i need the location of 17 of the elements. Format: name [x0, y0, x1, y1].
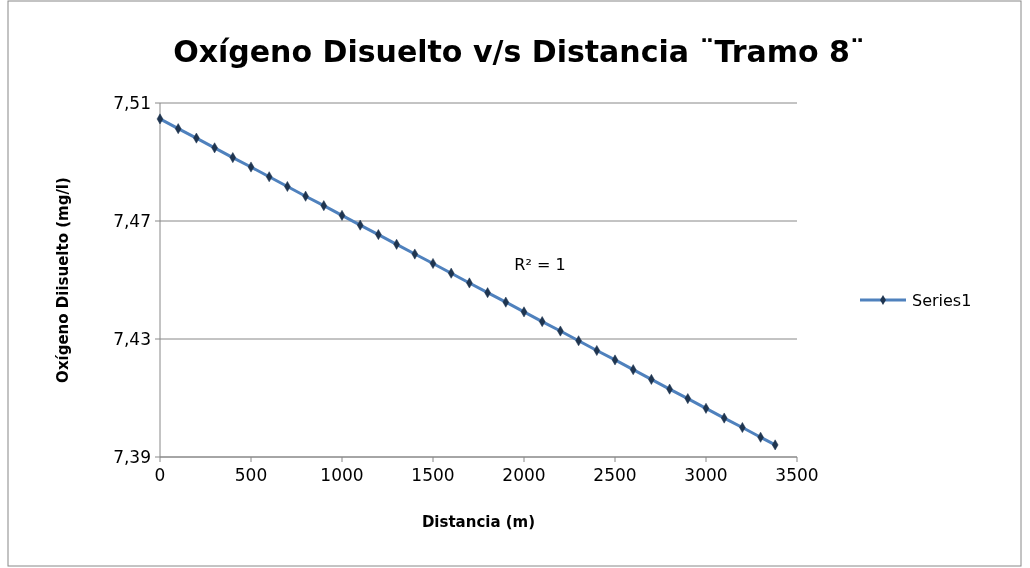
- x-tick-label: 3000: [684, 465, 728, 485]
- x-tick-label: 0: [154, 465, 166, 485]
- x-tick-label: 1500: [411, 465, 455, 485]
- y-tick-label: 7,47: [113, 210, 151, 231]
- annotation: R² = 1: [514, 255, 566, 274]
- y-tick-label: 7,43: [113, 328, 151, 349]
- y-tick-label: 7,39: [113, 446, 151, 467]
- x-tick-label: 3500: [775, 465, 819, 485]
- x-tick-label: 2000: [502, 465, 546, 485]
- x-axis-title: Distancia (m): [421, 513, 536, 531]
- y-axis-title: Oxígeno Diisuelto (mg/l): [54, 177, 72, 383]
- x-tick-label: 500: [234, 465, 268, 485]
- legend-label: Series1: [912, 290, 972, 310]
- y-tick-label: 7,51: [113, 92, 151, 113]
- chart-title: Oxígeno Disuelto v/s Distancia ¨Tramo 8¨: [173, 34, 865, 69]
- x-tick-label: 1000: [320, 465, 364, 485]
- x-tick-label: 2500: [593, 465, 637, 485]
